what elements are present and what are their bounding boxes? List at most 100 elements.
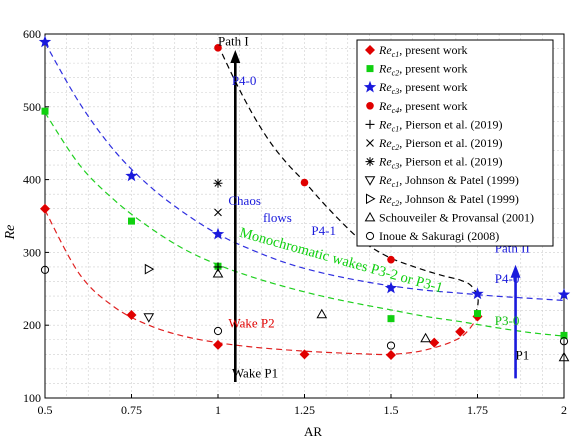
star-shape	[125, 169, 138, 182]
axis-ticks: 0.5 0.75 1 1.25 1.5 1.75 2 100 200 300 400 500 600	[23, 27, 567, 417]
legend-marker	[363, 80, 377, 93]
annotation-label: Chaos	[228, 193, 261, 208]
square-shape	[474, 310, 481, 318]
annotation-label: P4-1	[311, 223, 336, 238]
tri-up-shape	[212, 267, 224, 278]
legend-marker	[366, 65, 374, 73]
data-point	[455, 326, 466, 337]
x-tick-label: 0.75	[121, 403, 142, 417]
legend-text: , Pierson et al. (2019)	[399, 117, 502, 131]
tri-up-shape	[558, 351, 570, 362]
data-point	[144, 263, 155, 275]
legend-marker	[365, 45, 375, 55]
open-circle-shape	[40, 265, 50, 274]
diamond-shape	[40, 203, 50, 214]
legend-text: , present work	[399, 43, 467, 57]
x-tick-label: 1.25	[294, 403, 315, 417]
tri-up-shape	[316, 308, 328, 319]
square-shape	[128, 217, 135, 225]
legend-symbol: Re	[378, 80, 392, 94]
legend-marker	[365, 119, 375, 129]
cross-b	[366, 139, 374, 147]
data-point	[143, 313, 155, 323]
circle-shape	[300, 178, 309, 187]
legend-subscript: c1	[392, 180, 400, 189]
legend-text: , Johnson & Patel (1999)	[399, 192, 519, 206]
legend-label: Rec1, present work	[378, 43, 468, 59]
data-point	[386, 350, 396, 361]
data-point	[559, 337, 569, 346]
data-point	[214, 44, 222, 52]
y-tick-label: 100	[23, 391, 41, 405]
legend-label: Rec4, present work	[378, 99, 468, 115]
legend-marker	[366, 193, 376, 205]
legend-label: Rec2, Pierson et al. (2019)	[378, 136, 503, 152]
data-point	[40, 203, 50, 214]
y-tick-label: 300	[23, 245, 41, 259]
legend-text: , present work	[399, 80, 467, 94]
annotation-label: Path I	[218, 34, 249, 49]
star-shape	[384, 281, 398, 294]
star-shape	[363, 80, 377, 93]
star-shape	[38, 35, 52, 48]
annotation-label: P4-0	[495, 271, 520, 286]
legend-subscript: c4	[392, 106, 400, 115]
open-circle-shape	[559, 337, 569, 346]
legend-symbol: Re	[378, 173, 392, 187]
square-shape	[560, 331, 568, 339]
legend-marker	[364, 176, 376, 186]
legend-label: Rec2, present work	[378, 62, 468, 78]
x-tick-label: 0.5	[38, 403, 53, 417]
legend-marker	[365, 231, 375, 241]
legend-box	[356, 39, 554, 247]
legend-label: Rec3, present work	[378, 80, 468, 96]
data-point	[214, 208, 222, 217]
data-point	[299, 349, 310, 360]
data-markers	[38, 35, 571, 362]
y-tick-label: 500	[23, 100, 41, 114]
legend-marker	[365, 157, 375, 167]
data-point	[126, 310, 137, 321]
data-point	[420, 332, 431, 343]
data-point	[38, 35, 52, 48]
data-point	[560, 331, 568, 339]
legend-subscript: c3	[392, 162, 400, 171]
legend-symbol: Re	[378, 192, 392, 206]
data-point	[474, 310, 481, 318]
annotation-label: P1	[516, 347, 530, 362]
open-circle-shape	[213, 326, 223, 336]
legend-text: , present work	[399, 62, 467, 76]
y-tick-label: 200	[23, 318, 41, 332]
legend-text: , Johnson & Patel (1999)	[399, 173, 519, 187]
square-shape	[41, 107, 49, 115]
legend-marker	[364, 211, 376, 222]
star-shape	[557, 288, 571, 300]
tri-right-shape	[144, 263, 155, 275]
x-tick-label: 1	[215, 403, 221, 417]
circle-shape	[387, 255, 395, 264]
legend-label: Rec1, Pierson et al. (2019)	[378, 117, 503, 133]
path-i-arrow-head	[230, 50, 241, 64]
data-point	[40, 265, 50, 274]
data-point	[300, 178, 309, 187]
legend-subscript: c2	[392, 69, 400, 78]
legend-label: Rec2, Johnson & Patel (1999)	[378, 192, 519, 208]
data-point	[213, 339, 223, 350]
diamond-shape	[365, 45, 375, 55]
tri-up-shape	[364, 211, 376, 222]
square-shape	[387, 315, 395, 323]
fit-c1-curve	[44, 209, 478, 356]
x-tick-label: 2	[561, 403, 567, 417]
legend-text: , Pierson et al. (2019)	[399, 136, 502, 150]
legend-subscript: c1	[392, 50, 400, 59]
annotation-label: P4-0	[232, 73, 257, 88]
path-arrows	[230, 50, 521, 382]
data-point	[471, 287, 484, 300]
data-point	[386, 341, 396, 350]
path-ii-arrow-head	[510, 264, 521, 278]
data-point	[429, 337, 440, 348]
annotation-label: P3-0	[495, 313, 520, 328]
data-point	[213, 326, 223, 336]
annotation-label: Wake P1	[232, 366, 278, 381]
